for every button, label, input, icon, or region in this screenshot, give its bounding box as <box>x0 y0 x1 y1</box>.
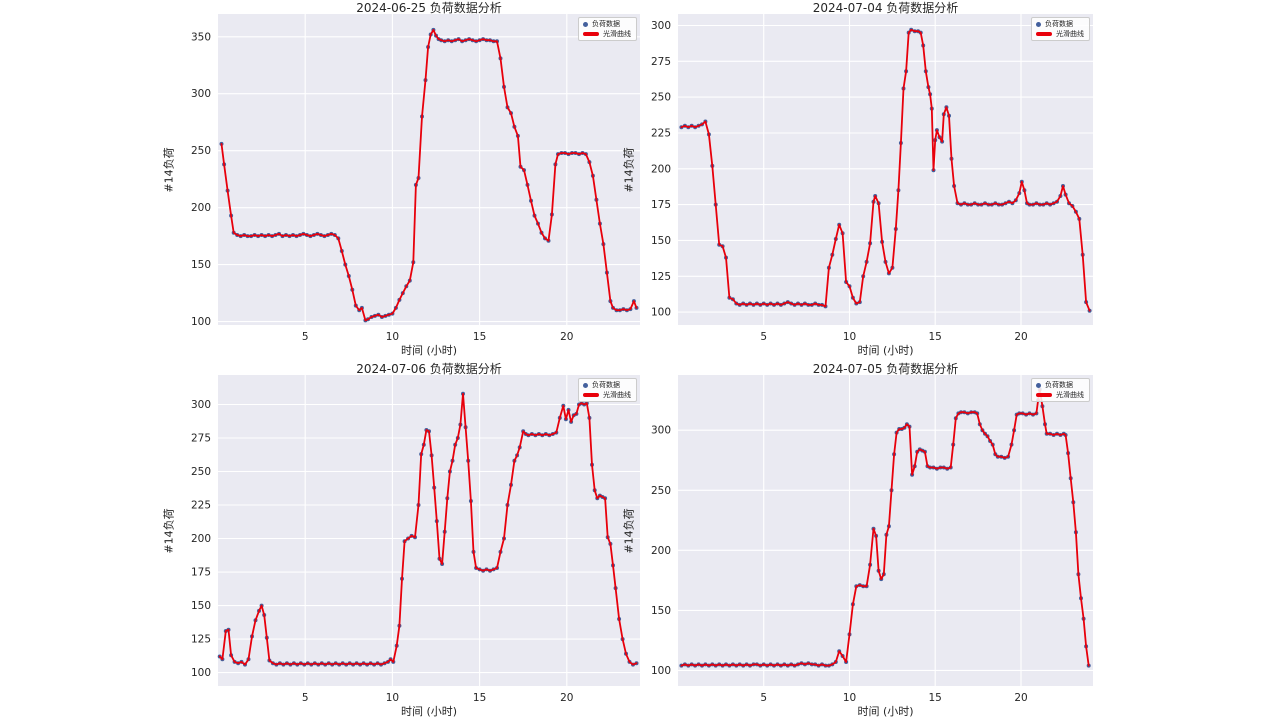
svg-text:300: 300 <box>651 425 671 437</box>
chart-title: 2024-07-06 负荷数据分析 <box>356 362 502 376</box>
y-axis-label: #14负荷 <box>163 146 176 193</box>
scatter-marker-icon <box>583 21 588 27</box>
legend-item-scatter: 负荷数据 <box>1036 381 1084 389</box>
legend-item-line: 光滑曲线 <box>1036 30 1084 38</box>
svg-text:275: 275 <box>651 56 671 68</box>
legend-item-line: 光滑曲线 <box>1036 391 1084 399</box>
y-axis-label: #14负荷 <box>163 507 176 554</box>
legend-item-scatter: 负荷数据 <box>1036 20 1084 28</box>
svg-text:200: 200 <box>191 202 211 214</box>
x-axis-label: 时间 (小时) <box>400 344 458 357</box>
legend: 负荷数据 光滑曲线 <box>1031 378 1090 402</box>
scatter-marker-icon <box>1036 382 1041 388</box>
svg-text:125: 125 <box>651 271 671 283</box>
svg-text:150: 150 <box>651 605 671 617</box>
x-axis-label: 时间 (小时) <box>400 705 458 718</box>
y-axis-label: #14负荷 <box>623 507 636 554</box>
svg-text:350: 350 <box>191 31 211 43</box>
legend-label: 负荷数据 <box>1045 20 1073 28</box>
plot-area: 100 125 150 175 200 225 250 275 300 5 10 15 20 <box>651 14 1093 343</box>
svg-text:20: 20 <box>1014 692 1027 704</box>
svg-text:300: 300 <box>651 20 671 32</box>
svg-text:100: 100 <box>651 307 671 319</box>
line-marker-icon <box>583 393 599 397</box>
svg-text:20: 20 <box>560 331 573 343</box>
chart-title: 2024-07-04 负荷数据分析 <box>812 1 959 15</box>
legend: 负荷数据 光滑曲线 <box>578 17 637 41</box>
svg-text:5: 5 <box>302 692 309 704</box>
chart-title: 2024-07-05 负荷数据分析 <box>812 362 959 376</box>
svg-text:100: 100 <box>191 667 211 679</box>
svg-text:200: 200 <box>651 545 671 557</box>
svg-text:20: 20 <box>1014 331 1027 343</box>
legend-item-line: 光滑曲线 <box>583 391 631 399</box>
legend-item-line: 光滑曲线 <box>583 30 631 38</box>
svg-text:5: 5 <box>760 692 767 704</box>
svg-text:100: 100 <box>651 665 671 677</box>
svg-text:250: 250 <box>191 466 211 478</box>
svg-text:150: 150 <box>191 600 211 612</box>
legend-item-scatter: 负荷数据 <box>583 20 631 28</box>
legend: 负荷数据 光滑曲线 <box>1031 17 1090 41</box>
svg-text:300: 300 <box>191 399 211 411</box>
svg-text:225: 225 <box>191 500 211 512</box>
plot-area: 100 150 200 250 300 350 5 10 15 20 <box>191 14 640 343</box>
plot-area: 100 125 150 175 200 225 250 275 300 5 10 15 20 <box>191 375 640 704</box>
legend-label: 负荷数据 <box>1045 381 1073 389</box>
svg-text:250: 250 <box>191 145 211 157</box>
chart-title: 2024-06-25 负荷数据分析 <box>356 1 502 15</box>
svg-text:20: 20 <box>560 692 573 704</box>
line-marker-icon <box>583 32 599 36</box>
chart-2024-07-05: 100 150 200 250 300 5 10 15 20 2024-07-05 负荷数据分析… <box>623 362 1093 718</box>
chart-2024-07-04: 100 125 150 175 200 225 250 275 300 5 10 15 20 2024-… <box>623 1 1093 357</box>
svg-text:200: 200 <box>191 533 211 545</box>
svg-text:15: 15 <box>473 692 486 704</box>
scatter-marker-icon <box>1036 21 1041 27</box>
y-axis-label: #14负荷 <box>623 146 636 193</box>
plot-area: 100 150 200 250 300 5 10 15 20 <box>651 375 1093 704</box>
legend-label: 光滑曲线 <box>603 30 631 38</box>
x-axis-label: 时间 (小时) <box>857 705 914 718</box>
svg-text:10: 10 <box>386 692 399 704</box>
svg-text:150: 150 <box>651 235 671 247</box>
svg-text:250: 250 <box>651 485 671 497</box>
svg-text:15: 15 <box>929 692 942 704</box>
svg-text:175: 175 <box>191 567 211 579</box>
legend-label: 光滑曲线 <box>1056 391 1084 399</box>
svg-text:10: 10 <box>386 331 399 343</box>
svg-text:150: 150 <box>191 259 211 271</box>
chart-2024-07-06: 100 125 150 175 200 225 250 275 300 5 10 15 20 2024-… <box>163 362 640 718</box>
x-axis-label: 时间 (小时) <box>857 344 914 357</box>
svg-text:10: 10 <box>843 692 856 704</box>
legend-item-scatter: 负荷数据 <box>583 381 631 389</box>
legend-label: 负荷数据 <box>592 381 620 389</box>
svg-text:5: 5 <box>760 331 767 343</box>
svg-text:5: 5 <box>302 331 309 343</box>
svg-text:15: 15 <box>473 331 486 343</box>
svg-text:100: 100 <box>191 316 211 328</box>
line-marker-icon <box>1036 32 1052 36</box>
svg-text:175: 175 <box>651 199 671 211</box>
svg-text:275: 275 <box>191 433 211 445</box>
line-marker-icon <box>1036 393 1052 397</box>
chart-2024-06-25: 100 150 200 250 300 350 5 10 15 20 2024-06-25 负荷数… <box>163 1 640 357</box>
legend-label: 负荷数据 <box>592 20 620 28</box>
legend-label: 光滑曲线 <box>1056 30 1084 38</box>
svg-text:125: 125 <box>191 634 211 646</box>
svg-text:250: 250 <box>651 92 671 104</box>
legend-label: 光滑曲线 <box>603 391 631 399</box>
svg-text:225: 225 <box>651 128 671 140</box>
svg-text:200: 200 <box>651 163 671 175</box>
svg-text:300: 300 <box>191 88 211 100</box>
scatter-marker-icon <box>583 382 588 388</box>
svg-text:10: 10 <box>843 331 856 343</box>
legend: 负荷数据 光滑曲线 <box>578 378 637 402</box>
svg-text:15: 15 <box>929 331 942 343</box>
